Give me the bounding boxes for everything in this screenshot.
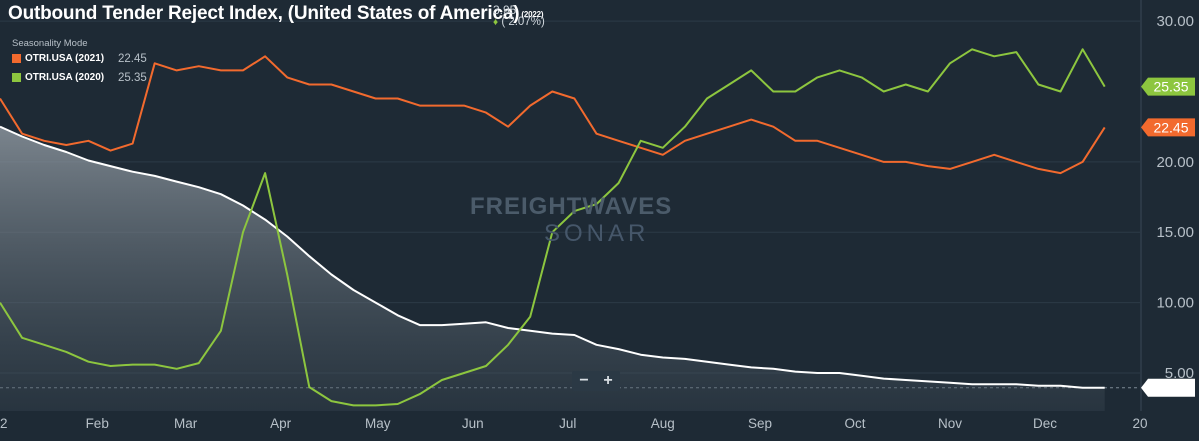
legend-item-2020[interactable]: OTRI.USA (2020) 25.35 xyxy=(12,72,147,84)
end-value-tag-shape xyxy=(1141,77,1195,96)
chart-title-text: Outbound Tender Reject Index, (United St… xyxy=(8,3,520,24)
x-tick-label: May xyxy=(365,416,391,431)
watermark-freightwaves: FREIGHTWAVES xyxy=(470,193,673,220)
end-value-tag-shape xyxy=(1141,378,1195,397)
x-tick-label: Apr xyxy=(270,416,292,431)
legend-label-2020: OTRI.USA (2020) xyxy=(25,72,105,83)
y-tick-label: 30.00 xyxy=(1156,13,1194,30)
end-value-label: 25.35 xyxy=(1153,79,1188,95)
series-area-0 xyxy=(0,126,1105,411)
x-tick-label: Dec xyxy=(1033,416,1057,431)
end-value-tag-1: 22.45 xyxy=(1141,118,1195,137)
end-value-tag-2: 25.35 xyxy=(1141,77,1195,96)
x-tick-label: Mar xyxy=(174,416,198,431)
x-tick-label: 20 xyxy=(1132,416,1147,431)
end-value-label: 22.45 xyxy=(1153,119,1188,135)
legend-swatch-2020 xyxy=(12,73,21,82)
y-tick-label: 15.00 xyxy=(1156,224,1194,241)
x-tick-label: Feb xyxy=(86,416,109,431)
end-value-tag-0: 3.95 xyxy=(1141,378,1195,397)
x-tick-label: Jun xyxy=(462,416,484,431)
legend-item-2021[interactable]: OTRI.USA (2021) 22.45 xyxy=(12,53,147,65)
watermark-sonar: SONAR xyxy=(544,220,650,247)
x-tick-label: Sep xyxy=(748,416,772,431)
chart-title-year: (2022) xyxy=(521,10,544,19)
zoom-out-button[interactable]: − xyxy=(579,372,589,389)
legend-value-2020: 25.35 xyxy=(118,71,147,84)
zoom-in-button[interactable]: + xyxy=(603,372,613,389)
end-value-label: 3.95 xyxy=(1157,380,1184,396)
x-tick-label: 22 xyxy=(0,416,8,431)
chart-title: Outbound Tender Reject Index, (United St… xyxy=(8,3,544,25)
series-line-2 xyxy=(0,48,1106,407)
y-tick-label: 10.00 xyxy=(1156,295,1194,312)
series-line-0 xyxy=(0,125,1105,389)
legend-swatch-2021 xyxy=(12,54,21,63)
seasonality-mode-label: Seasonality Mode xyxy=(12,38,88,49)
series-line-1 xyxy=(0,55,1106,175)
y-tick-label: 20.00 xyxy=(1156,154,1194,171)
legend-value-2021: 22.45 xyxy=(118,52,147,65)
x-tick-label: Oct xyxy=(844,416,865,431)
current-value: 3.95 xyxy=(493,3,517,17)
end-value-tag-shape xyxy=(1141,118,1195,137)
x-tick-label: Jul xyxy=(559,416,576,431)
x-tick-label: Nov xyxy=(938,416,962,431)
y-tick-label: 5.00 xyxy=(1165,365,1194,382)
change-value: ♦ ( 2.07%) xyxy=(493,16,545,28)
up-arrow-icon: ♦ xyxy=(493,17,499,28)
change-text: ( 2.07%) xyxy=(501,16,545,28)
x-tick-label: Aug xyxy=(651,416,675,431)
zoom-controls: − + xyxy=(572,371,620,391)
legend-label-2021: OTRI.USA (2021) xyxy=(25,53,105,64)
